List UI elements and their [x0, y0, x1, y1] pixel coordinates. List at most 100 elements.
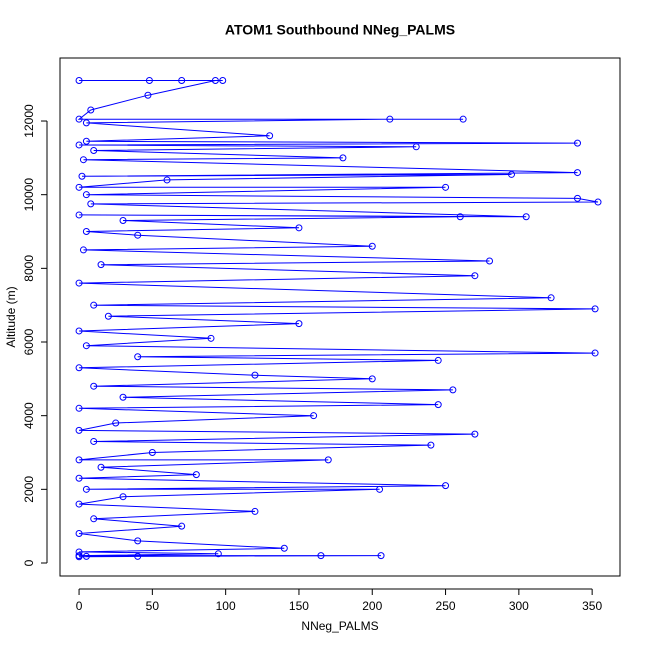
data-point	[90, 515, 98, 523]
data-point	[82, 552, 90, 560]
data-point	[75, 530, 83, 538]
data-point	[82, 191, 90, 199]
data-point	[434, 356, 442, 364]
data-point	[134, 552, 142, 560]
data-point	[75, 548, 83, 556]
data-point	[75, 500, 83, 508]
x-tick-label: 250	[436, 599, 456, 613]
x-tick-label: 200	[362, 599, 382, 613]
data-point	[368, 242, 376, 250]
data-point	[82, 228, 90, 236]
y-tick-label: 2000	[22, 476, 36, 503]
data-point	[79, 246, 87, 254]
data-point	[368, 375, 376, 383]
x-tick-label: 0	[76, 599, 83, 613]
data-point	[317, 552, 325, 560]
data-point	[75, 141, 83, 149]
data-point	[280, 544, 288, 552]
data-point	[144, 91, 152, 99]
x-tick-label: 50	[146, 599, 160, 613]
data-point	[97, 261, 105, 269]
data-point	[573, 139, 581, 147]
plot-frame	[59, 57, 621, 577]
data-point	[324, 456, 332, 464]
data-point	[119, 216, 127, 224]
data-point	[87, 200, 95, 208]
x-axis-label: NNeg_PALMS	[301, 619, 378, 633]
data-point	[112, 419, 120, 427]
data-point	[75, 115, 83, 123]
data-point	[104, 312, 112, 320]
y-tick-label: 6000	[22, 328, 36, 355]
y-tick-label: 8000	[22, 255, 36, 282]
data-point	[75, 404, 83, 412]
data-point	[90, 301, 98, 309]
data-point	[295, 224, 303, 232]
data-point	[79, 156, 87, 164]
data-point	[90, 437, 98, 445]
data-point	[134, 231, 142, 239]
data-point	[219, 77, 227, 85]
data-point	[459, 115, 467, 123]
data-point	[119, 493, 127, 501]
data-point	[427, 441, 435, 449]
y-tick-label: 4000	[22, 402, 36, 429]
y-tick-label: 12000	[22, 104, 36, 138]
data-point	[145, 77, 153, 85]
data-point	[295, 320, 303, 328]
data-point	[82, 485, 90, 493]
data-point	[90, 146, 98, 154]
x-tick-label: 300	[509, 599, 529, 613]
data-point	[148, 449, 156, 457]
data-point	[134, 353, 142, 361]
data-point	[75, 211, 83, 219]
data-point	[547, 294, 555, 302]
y-tick-label: 0	[22, 559, 36, 566]
data-point	[75, 456, 83, 464]
data-point	[78, 172, 86, 180]
data-point	[386, 115, 394, 123]
data-point	[207, 334, 215, 342]
x-tick-label: 100	[216, 599, 236, 613]
x-tick-label: 150	[289, 599, 309, 613]
data-point	[471, 430, 479, 438]
data-point	[573, 194, 581, 202]
data-point	[508, 170, 516, 178]
data-point	[456, 213, 464, 221]
data-point	[75, 183, 83, 191]
data-point	[192, 471, 200, 479]
data-point	[251, 371, 259, 379]
data-point	[87, 106, 95, 114]
data-point	[75, 474, 83, 482]
data-point	[75, 77, 83, 85]
data-point	[442, 183, 450, 191]
data-point	[97, 463, 105, 471]
data-point	[82, 342, 90, 350]
data-point	[376, 485, 384, 493]
data-point	[442, 482, 450, 490]
data-point	[339, 154, 347, 162]
data-point	[591, 305, 599, 313]
data-point	[211, 77, 219, 85]
data-point	[266, 132, 274, 140]
data-point	[75, 327, 83, 335]
chart-title: ATOM1 Southbound NNeg_PALMS	[225, 22, 455, 38]
data-point	[82, 137, 90, 145]
data-point	[377, 552, 385, 560]
data-point	[449, 386, 457, 394]
y-axis-label: Altitude (m)	[4, 286, 18, 347]
data-point	[434, 401, 442, 409]
data-point	[178, 77, 186, 85]
data-point	[178, 522, 186, 530]
data-point	[251, 507, 259, 515]
y-tick-label: 10000	[22, 178, 36, 212]
data-point	[214, 550, 222, 558]
data-point	[75, 553, 83, 561]
data-point	[310, 412, 318, 420]
data-point	[594, 198, 602, 206]
data-point	[486, 257, 494, 265]
data-point	[82, 119, 90, 127]
data-point	[591, 349, 599, 357]
